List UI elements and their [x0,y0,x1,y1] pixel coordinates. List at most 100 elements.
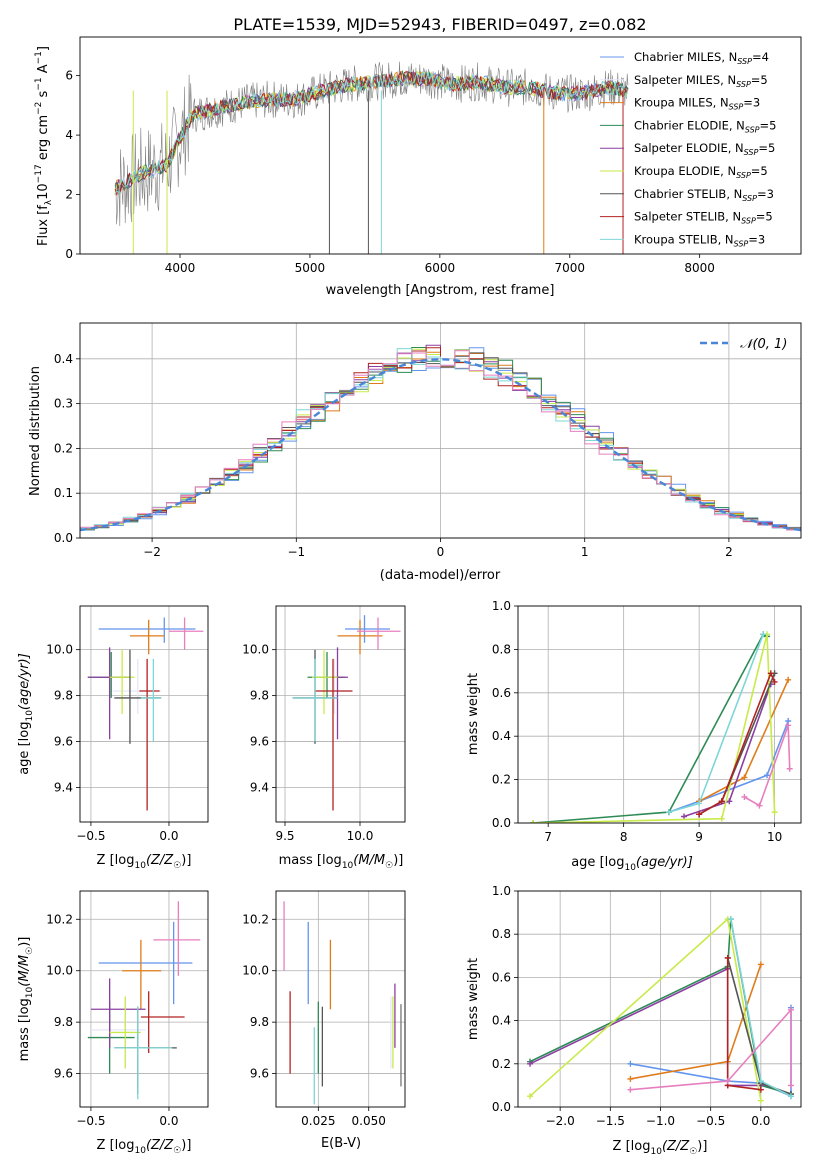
y-tick-label: 0.0 [54,531,73,545]
x-axis-label-sub: 10 [650,1147,662,1157]
weight-marker [627,1086,634,1093]
x-axis-label-sub2: ☉ [689,1147,697,1157]
legend-label-value: =5 [760,118,777,132]
y-label-part: age [log [17,722,32,775]
weight-series-line [668,720,789,813]
y-tick-label: 0 [65,247,73,261]
errorbar-point [122,939,162,1010]
x-tick-label: −0.5 [76,829,105,843]
x-axis-label-sub2: ☉ [173,861,181,871]
errorbar-point [109,649,135,714]
x-axis-label-tail: (age/yr)] [636,855,693,870]
errorbar-point [312,649,338,714]
weight-marker [757,1078,764,1085]
errorbar-point [114,1006,177,1095]
plot-area [87,617,204,811]
legend-label-sub: SSP [745,125,760,134]
plot-area [114,61,629,254]
weight-marker [527,1093,534,1100]
legend-label: Kroupa ELODIE, NSSP=5 [634,164,768,180]
legend-label-sub: SSP [736,171,751,180]
x-tick-label: 7000 [554,261,585,275]
weight-marker [681,813,688,820]
y-tick-label: 0.0 [492,816,511,830]
x-axis-label: (data-model)/error [380,568,501,583]
legend-label-main: Kroupa MILES, N [634,96,729,110]
y-tick-label: 0.6 [492,686,511,700]
x-tick-label: 4000 [165,261,196,275]
weight-marker [627,1060,634,1067]
weight-marker [665,809,672,816]
axes-frame [79,605,209,823]
legend-label-sub: SSP [729,103,744,112]
y-label-part: −1 [34,51,44,64]
x-axis-label-end: )] [697,1139,707,1154]
x-tick-label: −1 [287,545,305,559]
plot-area [87,901,201,1100]
plot-area [80,344,801,532]
y-tick-label: 0.4 [492,729,511,743]
legend-label: 𝒩(0, 1) [740,337,787,352]
x-axis-label-sub: 10 [134,1146,146,1156]
legend-label: Chabrier ELODIE, NSSP=5 [634,118,776,134]
errorbar-point [90,978,146,1048]
legend-label-value: =3 [757,187,774,201]
y-tick-label: 0.1 [54,486,73,500]
legend-label-main: Kroupa STELIB, N [634,232,734,246]
weight-marker [787,1082,794,1089]
x-tick-label: 8000 [684,261,715,275]
legend-label-sub: SSP [736,80,751,89]
y-tick-label: 9.8 [250,689,269,703]
x-axis-label: Z [log10(Z/Z☉)] [97,853,192,871]
x-tick-label: −0.5 [696,1114,725,1128]
y-tick-label: 9.6 [250,735,269,749]
legend-label: Salpeter STELIB, NSSP=5 [634,210,773,226]
model-spectrum-7 [114,71,629,197]
errorbar-point [357,617,401,650]
y-tick-label: 10.0 [46,643,73,657]
legend-label: Kroupa MILES, NSSP=3 [634,96,760,112]
x-tick-label: 0.050 [352,1114,386,1128]
residual-histogram-8 [80,350,801,531]
x-tick-label: −0.5 [76,1114,105,1128]
y-axis-label: age [log10(age/yr)] [17,653,35,775]
legend-label-main: Chabrier STELIB, N [634,187,742,201]
errorbar-point [337,619,383,655]
weight-marker [756,802,763,809]
legend-label-value: =5 [756,210,773,224]
axes-frame [79,890,209,1108]
weight-marker [760,631,767,638]
y-axis-label: mass [log10(M/M☉)] [17,937,35,1062]
y-tick-label: 0.8 [492,642,511,656]
y-label-part: mass [log [17,998,32,1061]
x-axis-label-sub2: ☉ [385,861,393,871]
weight-marker [787,1093,794,1100]
weight-marker [785,676,792,683]
y-tick-label: 9.4 [250,781,269,795]
weight-marker [724,1078,731,1085]
weight-marker [727,916,734,923]
residuals-panel: −2 −1 0 1 2 0.0 0.1 0.2 0.3 0.4 (data-model)/error… [28,322,802,583]
x-axis-label-tail: (M/M [353,853,385,868]
weight-marker [724,954,731,961]
weight-series-line [630,1007,792,1091]
y-axis-label: Flux [fλ10−17 erg cm−2 s−1 A−1] [34,46,54,246]
x-axis-label-main: Z [log [613,1139,651,1154]
legend-label-value: =3 [743,96,760,110]
y-tick-label: 0.2 [492,773,511,787]
y-label-part: ] [36,46,51,51]
x-axis-label: Z [log10(Z/Z☉)] [97,1138,192,1156]
axes-frame [79,36,802,255]
age-vs-mass-panel: 9.5 10.0 9.4 9.6 9.8 10.0 mass [log10(M/M☉)] [242,605,406,871]
y-tick-label: 2 [65,188,73,202]
y-label-part: )] [17,937,32,947]
weight-marker [757,1097,764,1104]
x-axis-label-sub2: ☉ [173,1146,181,1156]
weight-marker [757,1086,764,1093]
figure-title: PLATE=1539, MJD=52943, FIBERID=0497, z=0… [233,15,646,34]
x-axis-label: mass [log10(M/M☉)] [279,853,404,871]
weight-marker [530,820,537,823]
legend-label-main: Chabrier ELODIE, N [634,118,745,132]
x-tick-label: 8 [620,830,628,844]
x-tick-label: 6000 [425,261,456,275]
